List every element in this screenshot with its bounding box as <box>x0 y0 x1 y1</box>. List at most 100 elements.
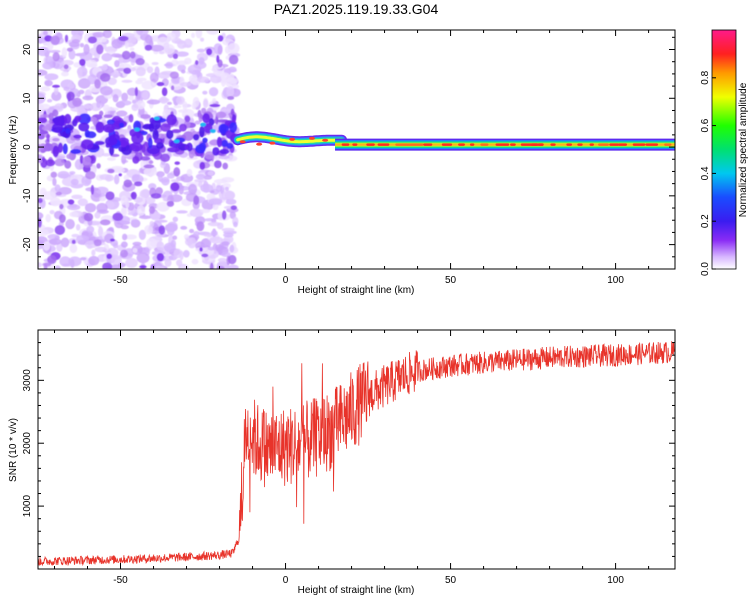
x-tick-label: 0 <box>283 575 289 586</box>
noise-blob <box>99 196 106 202</box>
noise-blob <box>196 76 210 83</box>
snr-series-line <box>38 341 675 567</box>
noise-blob <box>65 218 75 230</box>
noise-blob <box>119 122 125 128</box>
noise-hotspot <box>173 139 180 144</box>
noise-blob <box>132 248 138 253</box>
noise-blob <box>136 30 149 36</box>
noise-blob <box>92 119 96 125</box>
noise-blob <box>163 242 176 253</box>
noise-blob <box>149 206 156 215</box>
noise-blob <box>169 71 179 79</box>
noise-blob <box>54 184 61 192</box>
noise-blob <box>94 211 101 219</box>
noise-blob <box>227 96 235 100</box>
noise-blob <box>209 236 224 244</box>
tone-core-segment <box>577 143 583 146</box>
noise-blob <box>78 122 90 132</box>
noise-blob <box>107 157 117 161</box>
noise-blob <box>103 114 113 119</box>
noise-blob <box>122 233 128 241</box>
noise-blob <box>180 225 188 230</box>
noise-blob <box>73 134 82 139</box>
noise-blob <box>162 44 175 55</box>
noise-blob <box>165 61 174 69</box>
noise-blob <box>45 56 55 65</box>
noise-blob <box>128 95 134 101</box>
noise-blob <box>101 53 113 62</box>
tone-core-segment <box>352 143 358 146</box>
noise-blob <box>196 221 205 232</box>
noise-blob <box>191 258 199 265</box>
noise-blob <box>99 219 111 226</box>
transition-band <box>232 131 348 148</box>
noise-blob <box>38 262 42 268</box>
x-tick-label: -50 <box>113 575 128 586</box>
noise-blob <box>195 144 206 154</box>
noise-blob <box>77 198 88 207</box>
noise-blob <box>203 218 217 222</box>
noise-blob <box>63 64 69 70</box>
noise-blob <box>199 247 203 252</box>
noise-blob <box>135 58 145 66</box>
noise-blob <box>54 155 65 159</box>
noise-blob <box>156 82 165 87</box>
noise-blob <box>123 174 130 181</box>
noise-blob <box>230 205 238 211</box>
noise-blob <box>72 97 82 107</box>
noise-blob <box>130 191 137 200</box>
x-tick-label: 50 <box>445 575 457 586</box>
noise-blob <box>208 87 219 97</box>
noise-blob <box>227 254 237 265</box>
noise-blob <box>51 91 62 102</box>
noise-blob <box>170 85 175 91</box>
noise-blob <box>207 246 215 251</box>
noise-blob <box>47 255 57 265</box>
snr-frame <box>37 329 676 570</box>
noise-blob <box>52 145 59 158</box>
noise-blob <box>204 151 215 160</box>
noise-blob <box>207 171 214 176</box>
noise-blob <box>104 136 118 146</box>
colorbar-tick-label: 0.2 <box>700 214 711 228</box>
noise-blob <box>193 195 200 206</box>
noise-blob <box>176 210 188 214</box>
snr-panel: -50 0 50 100 1000 2000 3000 Height of straigh… <box>8 329 676 596</box>
noise-blob <box>52 177 57 187</box>
noise-blob <box>43 262 52 267</box>
noise-blob <box>88 255 100 266</box>
noise-blob <box>173 105 182 109</box>
noise-blob <box>71 239 76 245</box>
noise-blob <box>158 50 165 55</box>
noise-blob <box>147 137 153 149</box>
noise-blob <box>77 67 83 79</box>
tone-core-segment <box>366 143 375 146</box>
noise-blob <box>94 140 105 146</box>
tone-core-segment <box>589 143 594 146</box>
noise-blob <box>70 149 82 155</box>
colorbar-frame <box>711 29 737 270</box>
noise-blob <box>154 219 168 223</box>
noise-blob <box>39 130 49 135</box>
noise-blob <box>175 96 185 105</box>
transition-hotspot <box>308 136 315 140</box>
noise-blob <box>131 174 144 184</box>
noise-blob <box>96 101 101 108</box>
noise-blob <box>141 91 149 100</box>
noise-blob <box>227 264 239 269</box>
noise-blob <box>96 44 104 55</box>
noise-hotspot <box>153 116 160 121</box>
noise-blob <box>181 69 186 74</box>
colorbar-ticks: 0.0 0.2 0.4 0.6 0.8 <box>700 70 716 276</box>
noise-blob <box>124 234 137 240</box>
noise-blob <box>195 60 199 66</box>
noise-blob <box>46 99 53 103</box>
noise-blob <box>84 202 97 213</box>
spectrogram-x-ticks: -50 0 50 100 <box>54 30 650 286</box>
colorbar-tick-label: 0.8 <box>700 70 711 84</box>
noise-blob <box>111 38 123 49</box>
noise-blob <box>93 239 102 247</box>
noise-blob <box>99 73 111 82</box>
noise-blob <box>209 103 221 108</box>
noise-blob <box>59 203 64 210</box>
